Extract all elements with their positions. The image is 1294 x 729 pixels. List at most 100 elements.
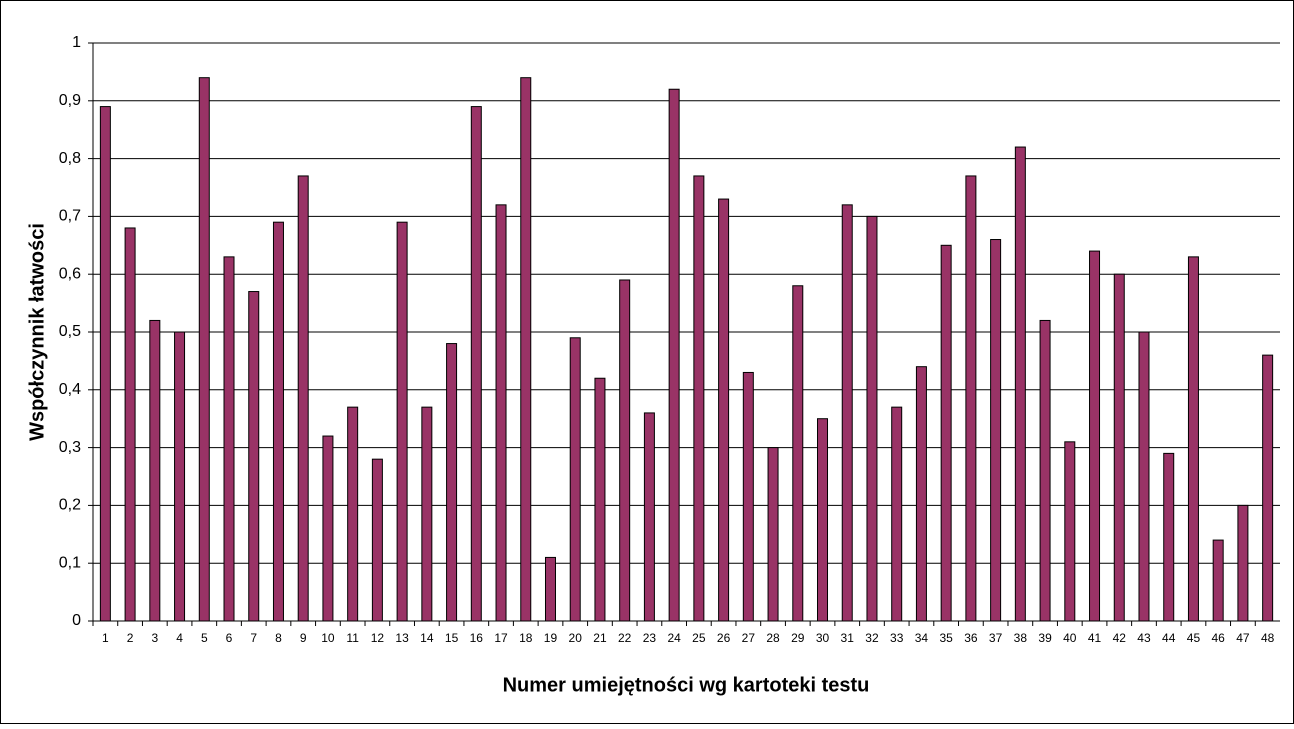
- x-tick-label: 23: [643, 631, 657, 645]
- x-tick-label: 48: [1261, 631, 1275, 645]
- y-axis-title: Współczynnik łatwości: [26, 223, 48, 441]
- bar: [174, 331, 186, 622]
- x-tick-label: 12: [371, 631, 385, 645]
- x-tick-label: 14: [420, 631, 434, 645]
- bar: [421, 406, 433, 622]
- bar: [643, 412, 655, 622]
- bar: [297, 175, 309, 622]
- x-tick-label: 3: [151, 631, 158, 645]
- y-tick-label: 0,4: [59, 381, 81, 398]
- bar: [198, 77, 210, 622]
- x-tick-label: 43: [1137, 631, 1151, 645]
- x-tick-label: 32: [865, 631, 879, 645]
- x-tick-label: 28: [766, 631, 780, 645]
- bar: [1187, 256, 1199, 622]
- bar: [322, 435, 334, 622]
- x-tick-label: 6: [226, 631, 233, 645]
- bar: [792, 285, 804, 622]
- bar: [866, 215, 878, 622]
- bar: [520, 77, 532, 622]
- x-axis-title: Numer umiejętności wg kartoteki testu: [503, 674, 870, 696]
- bar: [718, 198, 730, 622]
- x-tick-label: 37: [989, 631, 1003, 645]
- x-tick-label: 40: [1063, 631, 1077, 645]
- x-tick-label: 42: [1113, 631, 1127, 645]
- x-tick-label: 10: [321, 631, 335, 645]
- bar: [767, 447, 779, 622]
- bar: [940, 244, 952, 622]
- y-tick-label: 0,5: [59, 323, 81, 340]
- bar: [569, 337, 581, 622]
- x-tick-label: 5: [201, 631, 208, 645]
- bar: [347, 406, 359, 622]
- bar: [1138, 331, 1150, 622]
- bar: [1113, 273, 1125, 622]
- x-tick-label: 9: [300, 631, 307, 645]
- bar: [817, 418, 829, 622]
- x-tick-label: 4: [176, 631, 183, 645]
- bar: [1014, 146, 1026, 622]
- bar: [693, 175, 705, 622]
- bar: [1237, 504, 1249, 622]
- bar: [149, 319, 161, 622]
- x-tick-label: 41: [1088, 631, 1102, 645]
- x-tick-label: 38: [1014, 631, 1028, 645]
- x-tick-label: 24: [667, 631, 681, 645]
- bar: [544, 556, 556, 622]
- y-tick-label: 0: [72, 612, 81, 629]
- x-tick-label: 34: [915, 631, 929, 645]
- x-tick-label: 7: [250, 631, 257, 645]
- bar: [396, 221, 408, 622]
- bar: [841, 204, 853, 622]
- x-tick-label: 33: [890, 631, 904, 645]
- x-tick-label: 26: [717, 631, 731, 645]
- x-tick-label: 31: [841, 631, 855, 645]
- x-tick-label: 39: [1038, 631, 1052, 645]
- x-tick-label: 22: [618, 631, 632, 645]
- bar: [965, 175, 977, 622]
- bar: [1039, 319, 1051, 622]
- x-tick-label: 15: [445, 631, 459, 645]
- x-tick-label: 19: [544, 631, 558, 645]
- y-tick-label: 0,2: [59, 497, 81, 514]
- bar: [446, 343, 458, 622]
- y-tick-label: 0,1: [59, 554, 81, 571]
- x-tick-label: 2: [127, 631, 134, 645]
- x-tick-label: 13: [395, 631, 409, 645]
- bar: [1163, 452, 1175, 622]
- x-tick-label: 35: [939, 631, 953, 645]
- bar: [594, 377, 606, 622]
- bar: [915, 366, 927, 622]
- y-tick-label: 0,3: [59, 439, 81, 456]
- bar: [124, 227, 136, 622]
- bar: [99, 106, 111, 622]
- bar: [891, 406, 903, 622]
- x-tick-label: 46: [1211, 631, 1225, 645]
- bar: [1212, 539, 1224, 622]
- bar: [223, 256, 235, 622]
- x-tick-label: 8: [275, 631, 282, 645]
- x-tick-label: 21: [593, 631, 607, 645]
- bar: [1064, 441, 1076, 622]
- x-tick-label: 27: [742, 631, 756, 645]
- x-tick-label: 36: [964, 631, 978, 645]
- y-tick-label: 1: [72, 34, 81, 51]
- x-tick-label: 16: [470, 631, 484, 645]
- y-tick-label: 0,6: [59, 265, 81, 282]
- x-tick-label: 45: [1187, 631, 1201, 645]
- y-tick-label: 0,7: [59, 208, 81, 225]
- x-tick-label: 18: [519, 631, 533, 645]
- y-tick-label: 0,8: [59, 150, 81, 167]
- bar: [470, 106, 482, 622]
- bar: [990, 239, 1002, 622]
- x-tick-label: 30: [816, 631, 830, 645]
- x-tick-label: 47: [1236, 631, 1250, 645]
- bar: [371, 458, 383, 622]
- x-tick-label: 44: [1162, 631, 1176, 645]
- x-tick-label: 11: [346, 631, 359, 645]
- bar: [495, 204, 507, 622]
- bar: [1262, 354, 1274, 622]
- x-tick-label: 17: [494, 631, 508, 645]
- bar: [668, 88, 680, 622]
